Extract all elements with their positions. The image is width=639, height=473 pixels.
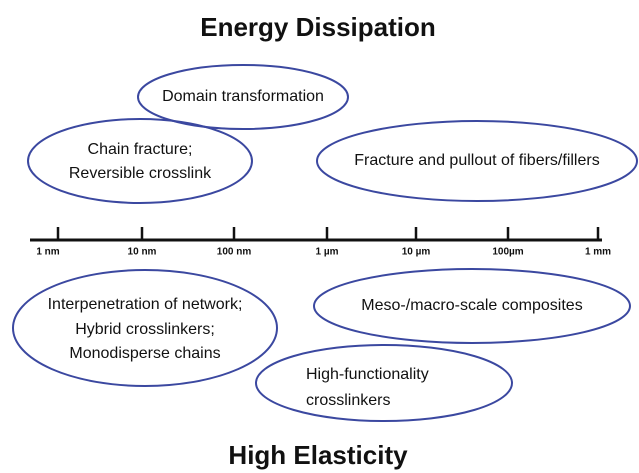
bottom-title: High Elasticity xyxy=(228,440,408,470)
bubble xyxy=(313,268,631,344)
bubble-label: High-functionality xyxy=(306,366,429,383)
bubble-label: Interpenetration of network; xyxy=(48,296,243,313)
bubble xyxy=(27,118,253,204)
bubble-label: Meso-/macro-scale composites xyxy=(361,297,582,314)
top-title: Energy Dissipation xyxy=(200,12,436,42)
scale-tick-label: 100µm xyxy=(492,247,523,258)
scale-tick-label: 1 nm xyxy=(36,247,59,258)
bubble-label: Hybrid crosslinkers; xyxy=(75,321,215,338)
bubble-label: Domain transformation xyxy=(162,88,324,105)
bubble-label: Reversible crosslink xyxy=(69,165,212,182)
scale-tick-label: 10 nm xyxy=(128,247,157,258)
bubble xyxy=(137,64,349,130)
scale-tick-label: 1 mm xyxy=(585,247,611,258)
scale-tick-label: 1 µm xyxy=(316,247,339,258)
bubble xyxy=(255,344,513,422)
bubble-label: crosslinkers xyxy=(306,392,390,409)
scale-ticks: 1 nm 10 nm 100 nm 1 µm 10 µm 100µm 1 mm xyxy=(36,227,611,258)
bubble xyxy=(12,269,278,387)
scale-tick-label: 100 nm xyxy=(217,247,252,258)
bubble xyxy=(316,120,638,202)
bubble-label: Fracture and pullout of fibers/fillers xyxy=(354,152,599,169)
bubble-label: Chain fracture; xyxy=(88,141,193,158)
bubble-label: Monodisperse chains xyxy=(69,345,220,362)
scale-tick-label: 10 µm xyxy=(402,247,431,258)
